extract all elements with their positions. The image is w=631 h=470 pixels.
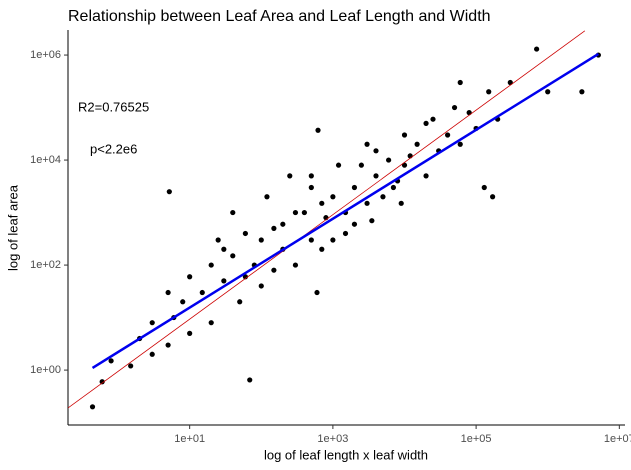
point <box>319 246 325 252</box>
point <box>258 237 264 243</box>
x-tick-label: 1e+07 <box>604 433 631 445</box>
fit-line <box>68 30 586 409</box>
fit-line <box>91 52 600 369</box>
point <box>221 246 227 252</box>
point <box>451 104 458 111</box>
point <box>89 404 96 410</box>
point <box>271 267 277 273</box>
point <box>308 184 314 191</box>
point <box>308 237 314 243</box>
point <box>280 221 286 227</box>
chart-title: Relationship between Leaf Area and Leaf … <box>68 8 491 25</box>
point <box>99 379 105 385</box>
point <box>292 262 299 268</box>
point <box>407 153 413 159</box>
point <box>373 173 379 179</box>
y-tick-label: 1e+00 <box>30 364 61 376</box>
point <box>149 320 155 326</box>
point <box>215 237 221 243</box>
y-tick-label: 1e+04 <box>30 154 61 166</box>
point <box>128 363 134 369</box>
point <box>180 299 186 305</box>
point <box>579 89 585 95</box>
annotation: p<2.2e6 <box>90 141 137 156</box>
point <box>414 141 420 147</box>
point <box>342 230 349 237</box>
point <box>457 79 463 86</box>
point <box>314 289 320 296</box>
point <box>364 141 370 147</box>
point <box>247 377 253 383</box>
point <box>165 342 171 348</box>
point <box>423 173 429 179</box>
point <box>457 141 463 147</box>
point <box>208 262 214 268</box>
x-tick-label: 1e+01 <box>174 433 205 445</box>
point <box>308 173 314 179</box>
point <box>199 289 205 296</box>
annotation: R2=0.76525 <box>78 99 149 114</box>
point <box>351 184 358 191</box>
point <box>380 194 386 200</box>
point <box>534 46 540 52</box>
point <box>319 200 325 206</box>
point <box>445 132 451 138</box>
point <box>237 299 243 305</box>
point <box>149 351 155 357</box>
point <box>430 116 436 122</box>
point <box>221 278 227 284</box>
point <box>301 209 307 216</box>
point <box>330 237 336 243</box>
x-tick-label: 1e+03 <box>317 433 348 445</box>
point <box>287 173 293 179</box>
point <box>401 132 408 138</box>
point <box>230 209 236 216</box>
point <box>187 330 193 336</box>
point <box>369 218 375 224</box>
point <box>481 184 487 191</box>
point <box>166 189 172 195</box>
point <box>364 200 370 206</box>
x-axis-label: log of leaf length x leaf width <box>264 447 428 462</box>
x-tick-label: 1e+05 <box>461 433 492 445</box>
point <box>401 162 408 168</box>
point <box>398 200 404 206</box>
point <box>466 110 472 116</box>
point <box>390 184 397 191</box>
point <box>208 320 214 326</box>
point <box>264 194 270 200</box>
point <box>486 89 492 95</box>
point <box>165 289 171 296</box>
point <box>271 225 277 231</box>
point <box>292 209 299 216</box>
point <box>358 162 364 168</box>
point <box>386 157 392 163</box>
point <box>490 194 496 200</box>
point <box>187 274 193 280</box>
y-tick-label: 1e+02 <box>30 259 61 271</box>
point <box>242 230 248 237</box>
point <box>423 120 429 126</box>
y-tick-label: 1e+06 <box>30 49 61 61</box>
point <box>315 127 321 133</box>
point <box>230 253 236 259</box>
point <box>108 358 114 364</box>
point <box>545 89 551 95</box>
point <box>351 221 358 227</box>
point <box>373 148 379 154</box>
point <box>335 162 342 168</box>
y-axis-label: log of leaf area <box>5 184 20 271</box>
point <box>330 194 336 200</box>
point <box>258 283 264 289</box>
